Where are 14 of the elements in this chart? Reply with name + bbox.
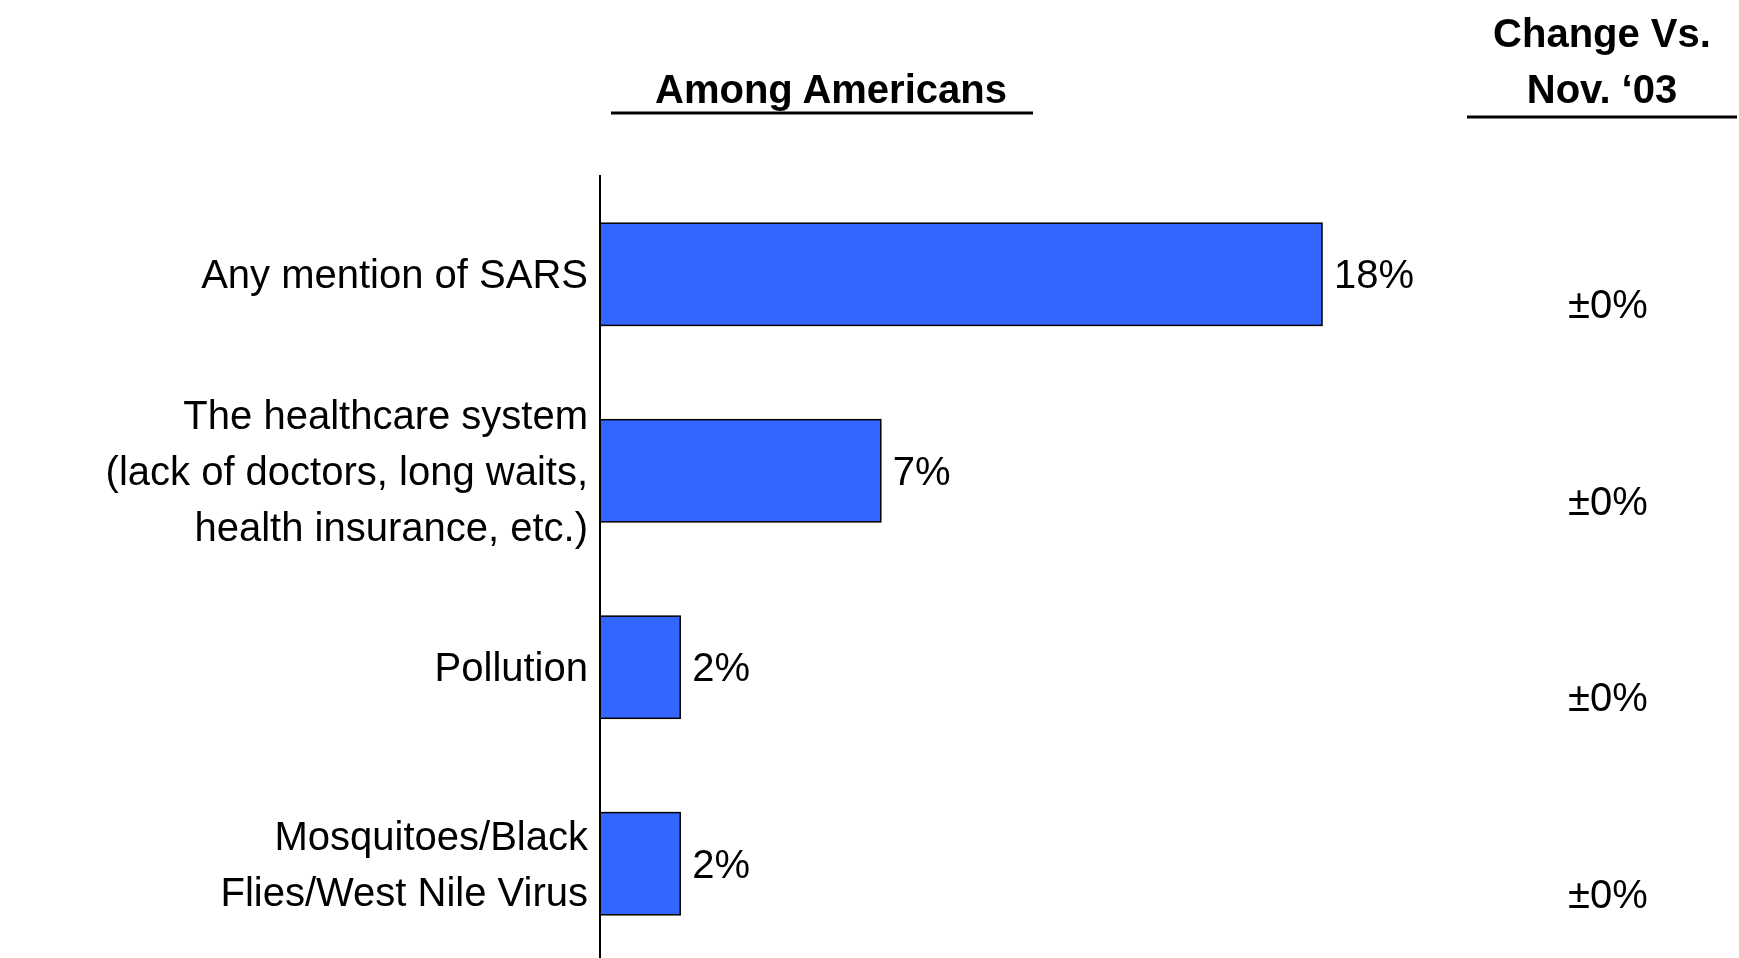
y-tick-label: The healthcare system (lack of doctors, long waits, health insurance, etc.) bbox=[105, 392, 588, 549]
y-tick-label: Pollution bbox=[434, 645, 588, 690]
data-label: 2% bbox=[692, 841, 751, 886]
text: ±0% bbox=[1568, 478, 1648, 523]
y-tick-label: Any mention of SARS bbox=[201, 252, 588, 297]
data-label: 2% bbox=[692, 645, 751, 690]
data-label: 18% bbox=[1334, 252, 1415, 297]
text: ±0% bbox=[1568, 871, 1648, 916]
y-tick-label: Mosquitoes/Black Flies/West Nile Virus bbox=[220, 813, 589, 914]
data-label: 7% bbox=[892, 448, 951, 493]
text: ±0% bbox=[1568, 675, 1648, 720]
text: ±0% bbox=[1568, 282, 1648, 327]
text: Change Vs. Nov. ‘03 bbox=[1493, 11, 1711, 111]
chart-title: Among Americans bbox=[655, 67, 1007, 111]
